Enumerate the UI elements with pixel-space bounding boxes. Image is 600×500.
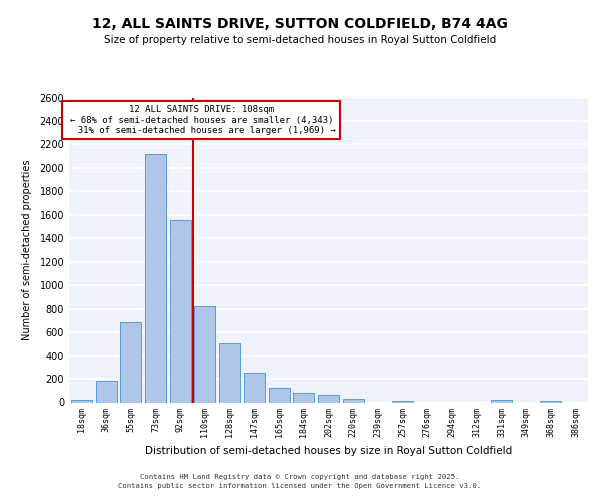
Bar [392, 400, 413, 402]
Bar [269, 388, 290, 402]
Bar [71, 400, 92, 402]
Y-axis label: Number of semi-detached properties: Number of semi-detached properties [22, 160, 32, 340]
Bar [194, 306, 215, 402]
Text: Size of property relative to semi-detached houses in Royal Sutton Coldfield: Size of property relative to semi-detach… [104, 35, 496, 45]
Bar [219, 342, 240, 402]
Text: 12 ALL SAINTS DRIVE: 108sqm
← 68% of semi-detached houses are smaller (4,343)
  : 12 ALL SAINTS DRIVE: 108sqm ← 68% of sem… [67, 105, 336, 135]
Bar [145, 154, 166, 402]
Text: 12, ALL SAINTS DRIVE, SUTTON COLDFIELD, B74 4AG: 12, ALL SAINTS DRIVE, SUTTON COLDFIELD, … [92, 18, 508, 32]
Bar [318, 396, 339, 402]
X-axis label: Distribution of semi-detached houses by size in Royal Sutton Coldfield: Distribution of semi-detached houses by … [145, 446, 512, 456]
Bar [293, 393, 314, 402]
Bar [120, 322, 141, 402]
Bar [541, 400, 562, 402]
Bar [170, 220, 191, 402]
Bar [343, 399, 364, 402]
Bar [244, 373, 265, 402]
Bar [491, 400, 512, 402]
Text: Contains HM Land Registry data © Crown copyright and database right 2025.
Contai: Contains HM Land Registry data © Crown c… [118, 474, 482, 489]
Bar [95, 382, 116, 402]
